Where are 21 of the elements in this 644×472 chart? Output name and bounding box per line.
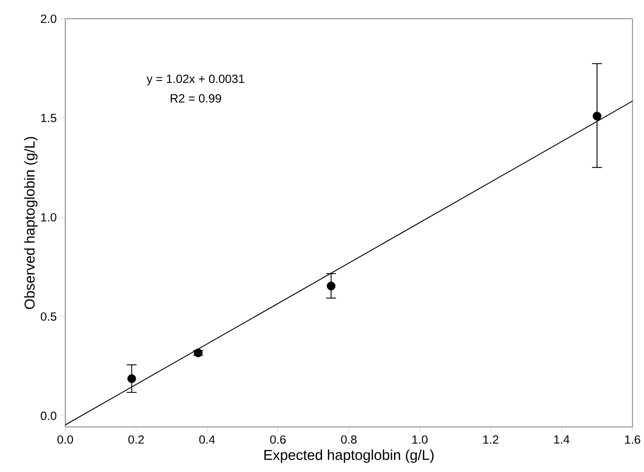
- x-axis-title: Expected haptoglobin (g/L): [264, 449, 434, 463]
- x-tick-label: 0.2: [128, 435, 144, 444]
- annotation: R2 = 0.99: [170, 94, 221, 102]
- x-tick-label: 1.6: [625, 435, 640, 444]
- point: [326, 281, 336, 290]
- x-tick-label: 1.2: [483, 435, 498, 444]
- x-tick-label: 1.0: [412, 435, 428, 444]
- y-tick-label: 1.0: [41, 212, 56, 222]
- x-tick-label: 0.6: [270, 435, 286, 444]
- y-axis-title: Observed haptoglobin (g/L): [24, 136, 38, 309]
- point: [592, 112, 602, 120]
- x-tick-label: 1.4: [554, 435, 570, 444]
- y-tick-label: 2.0: [40, 14, 56, 23]
- point: [127, 374, 136, 383]
- x-tick-label: 0.8: [341, 435, 357, 444]
- x-tick-label: 0.0: [57, 435, 74, 444]
- y-tick-label: 0.5: [40, 312, 56, 321]
- annotation: y = 1.02x + 0.0031: [146, 74, 244, 86]
- y-tick-label: 0.0: [40, 411, 56, 420]
- x-tick-label: 0.4: [199, 435, 215, 444]
- y-tick-label: 1.5: [41, 114, 56, 122]
